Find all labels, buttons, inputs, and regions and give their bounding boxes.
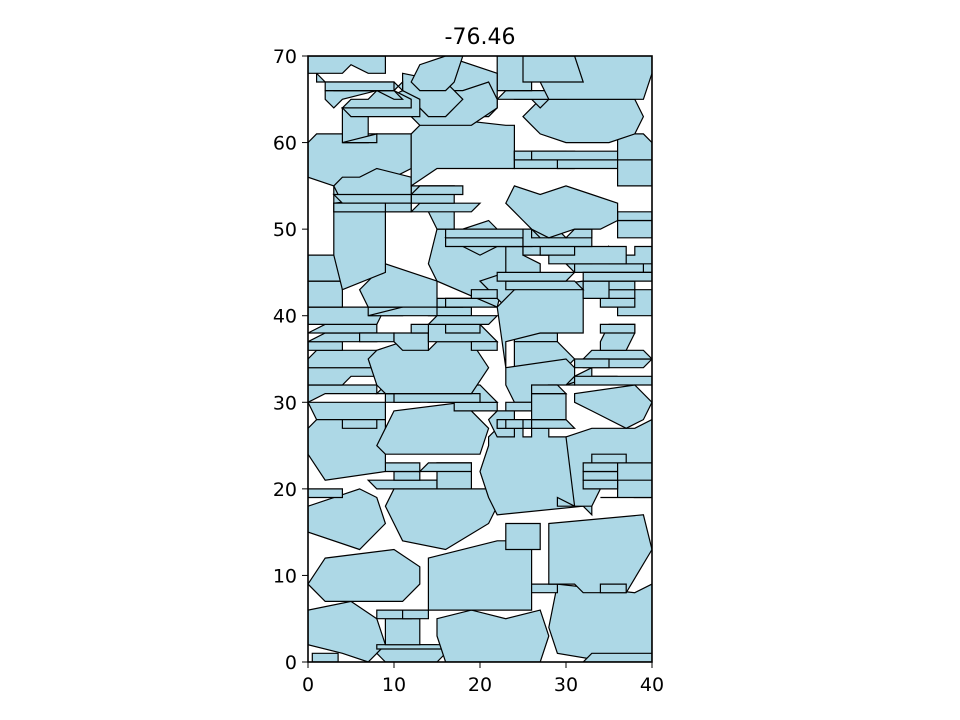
polygon-piece (616, 219, 652, 239)
y-tick-label: 40 (273, 306, 297, 328)
polygon-piece (582, 462, 619, 473)
polygon-piece (530, 150, 619, 161)
polygon-piece (384, 462, 421, 473)
polygon-piece (445, 228, 533, 239)
x-tick-label: 0 (302, 674, 314, 696)
y-tick-label: 10 (273, 565, 297, 587)
polygon-piece (324, 81, 395, 92)
y-tick-label: 50 (273, 219, 297, 241)
polygon-piece (582, 280, 610, 299)
x-tick-label: 40 (640, 674, 664, 696)
polygon-piece (505, 419, 524, 429)
polygon-piece (402, 609, 429, 620)
polygon-piece (582, 479, 619, 490)
polygon-piece (409, 185, 464, 196)
polygon-piece (505, 522, 541, 551)
polygon-piece (384, 488, 498, 551)
polygon-piece (308, 56, 386, 74)
polygon-piece (393, 393, 481, 403)
polygon-piece (410, 115, 516, 188)
x-axis: 0 10 20 30 40 (302, 662, 664, 696)
polygon-piece (359, 332, 395, 343)
polygon-piece (599, 297, 636, 308)
polygon-piece (393, 470, 421, 481)
polygon-piece (308, 488, 343, 499)
polygon-piece (418, 462, 472, 473)
polygon-piece (376, 401, 490, 455)
polygon-piece (582, 470, 619, 481)
polygon-piece (308, 306, 387, 325)
x-tick-label: 20 (468, 674, 492, 696)
polygon-piece (505, 280, 585, 291)
polygon-piece (308, 349, 378, 369)
polygon-piece (573, 263, 645, 273)
polygon-piece (308, 341, 343, 351)
polygon-piece (556, 159, 619, 170)
polygon-piece (616, 462, 652, 481)
polygon-piece (341, 419, 378, 429)
polygon-piece (436, 609, 550, 662)
y-tick-label: 30 (273, 392, 297, 414)
x-tick-label: 30 (554, 674, 578, 696)
polygon-piece (591, 453, 627, 464)
polygon-piece (445, 323, 481, 334)
chart-title: -76.46 (445, 25, 516, 50)
polygon-piece (616, 211, 652, 222)
polygon-piece (470, 341, 498, 351)
polygon-piece (582, 652, 652, 662)
polygon-piece (573, 384, 652, 429)
y-tick-label: 0 (285, 652, 297, 674)
polygon-piece (616, 159, 652, 187)
y-tick-label: 60 (273, 133, 297, 155)
polygon-piece (308, 384, 378, 403)
polygon-piece (308, 280, 343, 308)
x-tick-label: 10 (382, 674, 406, 696)
polygon-piece (384, 618, 421, 646)
polygon-piece (311, 652, 339, 662)
polygon-piece (599, 323, 636, 334)
polygon-piece (332, 193, 412, 204)
polygon-piece (573, 358, 610, 369)
polygon-piece (308, 401, 386, 421)
polygon-piece (308, 548, 421, 603)
polygon-piece (548, 583, 652, 662)
polygon-piece (530, 583, 559, 594)
y-tick-label: 70 (273, 46, 297, 68)
polygon-piece (530, 393, 567, 421)
polygon-piece (582, 271, 652, 282)
y-tick-label: 20 (273, 479, 297, 501)
polygon-piece (581, 349, 652, 360)
polygon-piece (308, 367, 378, 386)
polygon-piece (470, 289, 498, 299)
polygon-piece (342, 133, 378, 144)
polygon-piece (496, 280, 584, 368)
polygon-piece (333, 211, 386, 291)
polygon-piece (366, 479, 438, 490)
polygon-piece (308, 323, 378, 334)
polygon-piece (573, 375, 652, 386)
polygon-piece (522, 56, 585, 83)
polygon-piece (548, 514, 652, 594)
polygon-piece (426, 315, 499, 325)
polygon-pieces (308, 56, 652, 662)
polygon-piece (333, 202, 386, 213)
polygon-piece (505, 185, 619, 239)
polygon-piece (445, 237, 524, 248)
polygon-piece (453, 401, 498, 412)
polygon-piece (410, 56, 464, 92)
polygon-piece (409, 202, 482, 213)
polygon-piece (393, 332, 429, 351)
polygon-piece (308, 488, 387, 551)
polygon-piece (427, 540, 533, 611)
polygon-piece (530, 384, 568, 395)
polygon-piece (599, 583, 627, 594)
y-axis: 0 10 20 30 40 50 60 70 (273, 46, 308, 674)
polygon-piece (376, 644, 447, 650)
polygon-piece (496, 271, 577, 282)
